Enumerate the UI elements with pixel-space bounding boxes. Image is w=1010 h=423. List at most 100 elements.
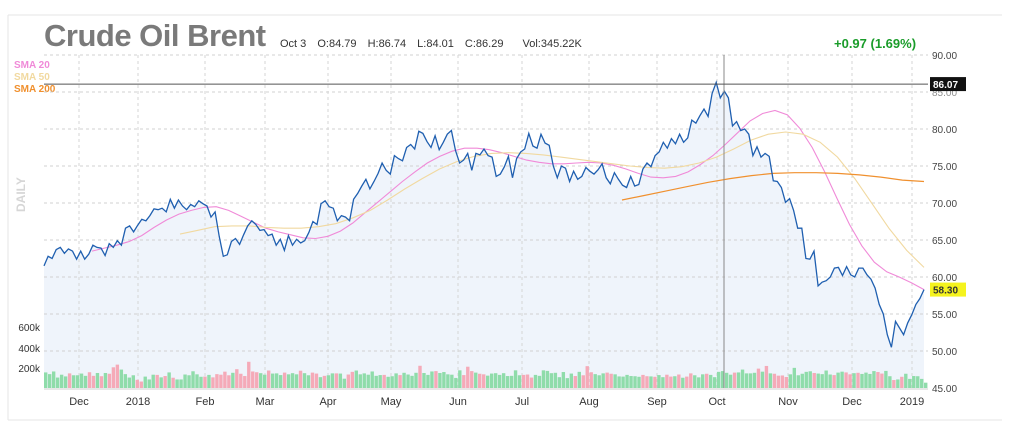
volume-bar — [215, 374, 219, 388]
volume-bar — [326, 375, 331, 388]
volume-bar — [820, 374, 824, 388]
volume-bar — [466, 366, 470, 388]
volume-bar — [904, 373, 908, 388]
close-value: C:86.29 — [464, 38, 504, 50]
volume-bar — [402, 372, 406, 388]
volume-bar — [199, 376, 203, 388]
volume-bar — [239, 373, 243, 388]
volume-bar — [314, 373, 319, 388]
volume-bar — [67, 373, 72, 388]
volume-bar — [645, 376, 649, 388]
volume-bar — [127, 377, 132, 388]
volume-bar — [617, 376, 621, 388]
legend-sma50: SMA 50 — [14, 72, 50, 83]
volume-bar — [266, 370, 271, 388]
volume-bar — [342, 378, 347, 388]
volume-bar — [227, 375, 231, 388]
x-tick-label: Dec — [842, 396, 862, 408]
volume-bar — [107, 373, 112, 388]
volume-bar — [422, 372, 426, 388]
volume-bar — [609, 373, 613, 388]
volume-bar — [243, 376, 247, 388]
volume-bar — [860, 373, 864, 388]
volume-bar — [629, 376, 633, 388]
volume-bar — [513, 370, 518, 388]
x-tick-label: Oct — [708, 396, 725, 408]
volume-bar — [247, 361, 251, 388]
volume-bar — [705, 373, 709, 388]
price-marker-label: 86.07 — [933, 80, 958, 91]
volume-bar — [115, 364, 120, 388]
volume-bar — [908, 378, 912, 388]
volume-bar — [75, 375, 80, 388]
volume-bar — [151, 374, 155, 388]
volume-bar — [669, 376, 673, 388]
volume-bar — [697, 377, 701, 388]
x-tick-label: Apr — [319, 396, 336, 408]
volume-bar — [219, 374, 223, 388]
volume-bar — [585, 366, 589, 388]
volume-bar — [378, 375, 382, 388]
volume-bar — [183, 374, 187, 388]
volume-tick-label: 400k — [18, 344, 41, 355]
volume-bar — [892, 380, 896, 388]
volume-bar — [788, 374, 793, 388]
volume-bar — [438, 372, 442, 388]
x-tick-label: Jul — [515, 396, 529, 408]
volume-bar — [824, 370, 828, 388]
volume-bar — [752, 372, 757, 388]
volume-bar — [633, 376, 637, 388]
volume-bar — [163, 376, 167, 388]
volume-bar — [91, 375, 96, 388]
volume-tick-label: 200k — [18, 364, 41, 375]
volume-bar — [87, 372, 92, 388]
volume-bar — [406, 374, 410, 388]
volume-bar — [896, 379, 900, 388]
volume-bar — [207, 374, 211, 388]
volume-bar — [442, 372, 446, 388]
volume-bar — [147, 379, 151, 388]
x-tick-label: Feb — [196, 396, 215, 408]
volume-bar — [374, 375, 378, 388]
volume-bar — [720, 371, 725, 388]
volume-bar — [900, 376, 904, 388]
y-tick-label: 50.00 — [932, 347, 957, 358]
volume-bar — [298, 370, 303, 388]
volume-bar — [665, 374, 669, 388]
volume-bar — [486, 375, 490, 388]
volume-bar — [139, 381, 143, 388]
volume-bar — [103, 372, 108, 388]
y-tick-label: 60.00 — [932, 273, 957, 284]
volume-bar — [728, 374, 733, 388]
volume-bar — [701, 374, 705, 388]
volume-bar — [358, 374, 362, 388]
volume-bar — [744, 373, 749, 388]
volume-bar — [924, 382, 928, 388]
volume-bar — [497, 374, 502, 388]
volume-bar — [362, 373, 366, 388]
volume-bar — [553, 372, 558, 388]
volume-bar — [641, 374, 645, 388]
volume-bar — [832, 375, 836, 388]
volume-bar — [888, 376, 892, 388]
volume-bar — [143, 376, 147, 388]
volume-bar — [235, 369, 239, 388]
volume-bar — [334, 373, 339, 388]
volume-bar — [800, 373, 804, 388]
volume-bar — [366, 374, 370, 388]
volume-bar — [175, 379, 179, 388]
volume-bar — [370, 371, 374, 388]
volume-bar — [251, 371, 255, 388]
volume-bar — [394, 373, 398, 388]
x-tick-label: Nov — [778, 396, 798, 408]
volume-bar — [382, 374, 386, 388]
volume-bar — [135, 379, 139, 388]
volume-bar — [47, 374, 52, 388]
x-tick-label: Dec — [69, 396, 89, 408]
volume-bar — [573, 376, 577, 388]
legend-sma20: SMA 20 — [14, 60, 50, 71]
volume-bar — [796, 375, 800, 388]
volume-bar — [712, 377, 717, 388]
volume-bar — [776, 375, 781, 388]
date-label: Oct 3 — [280, 38, 307, 50]
